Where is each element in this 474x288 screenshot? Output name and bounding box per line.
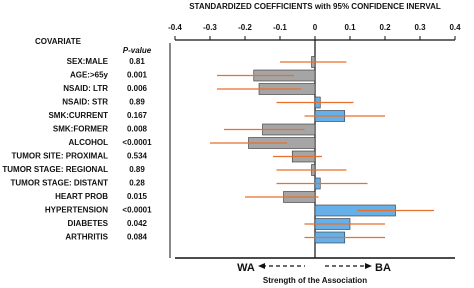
- p-value: 0.81: [129, 57, 145, 66]
- x-tick-label: -0.1: [273, 23, 287, 32]
- covariate-label: SMK:CURRENT: [48, 111, 108, 120]
- p-value: 0.008: [127, 125, 148, 134]
- p-value: 0.084: [127, 233, 148, 242]
- x-tick-label: -0.4: [168, 23, 182, 32]
- covariate-label: NSAID: LTR: [63, 84, 108, 93]
- right-label: BA: [375, 262, 391, 274]
- arrow-right-head: [365, 263, 372, 269]
- row-header: COVARIATE: [35, 37, 82, 46]
- covariate-label: HEART PROB: [55, 192, 108, 201]
- p-value: 0.89: [129, 165, 145, 174]
- pvalue-header: P-value: [123, 46, 152, 55]
- x-tick-label: 0.3: [414, 23, 426, 32]
- p-value: 0.167: [127, 111, 148, 120]
- covariate-label: ARTHRITIS: [65, 233, 108, 242]
- x-tick-label: -0.2: [238, 23, 252, 32]
- x-tick-label: 0.1: [344, 23, 356, 32]
- arrow-left-head: [258, 263, 265, 269]
- x-tick-label: 0.2: [379, 23, 391, 32]
- x-tick-label: -0.3: [203, 23, 217, 32]
- covariate-label: SEX:MALE: [67, 57, 109, 66]
- p-value: 0.001: [127, 71, 148, 80]
- p-value: <0.0001: [122, 206, 152, 215]
- covariate-label: TUMOR STAGE: DISTANT: [11, 179, 109, 188]
- covariate-label: TUMOR SITE: PROXIMAL: [12, 152, 109, 161]
- covariate-label: NSAID: STR: [62, 98, 108, 107]
- x-tick-label: 0: [313, 23, 318, 32]
- left-label: WA: [237, 262, 255, 274]
- p-value: 0.015: [127, 192, 148, 201]
- chart-title: STANDARDIZED COEFFICIENTS with 95% CONFI…: [189, 2, 441, 11]
- covariate-label: SMK:FORMER: [53, 125, 108, 134]
- x-tick-label: 0.4: [449, 23, 461, 32]
- covariate-label: HYPERTENSION: [45, 206, 108, 215]
- x-axis-label: Strength of the Association: [263, 276, 367, 285]
- covariate-label: AGE:>65y: [70, 71, 109, 80]
- covariate-label: ALCOHOL: [68, 138, 108, 147]
- p-value: 0.534: [127, 152, 148, 161]
- covariate-label: TUMOR STAGE: REGIONAL: [2, 165, 108, 174]
- p-value: 0.28: [129, 179, 145, 188]
- p-value: 0.89: [129, 98, 145, 107]
- p-value: 0.006: [127, 84, 148, 93]
- covariate-label: DIABETES: [68, 219, 109, 228]
- p-value: 0.042: [127, 219, 148, 228]
- p-value: <0.0001: [122, 138, 152, 147]
